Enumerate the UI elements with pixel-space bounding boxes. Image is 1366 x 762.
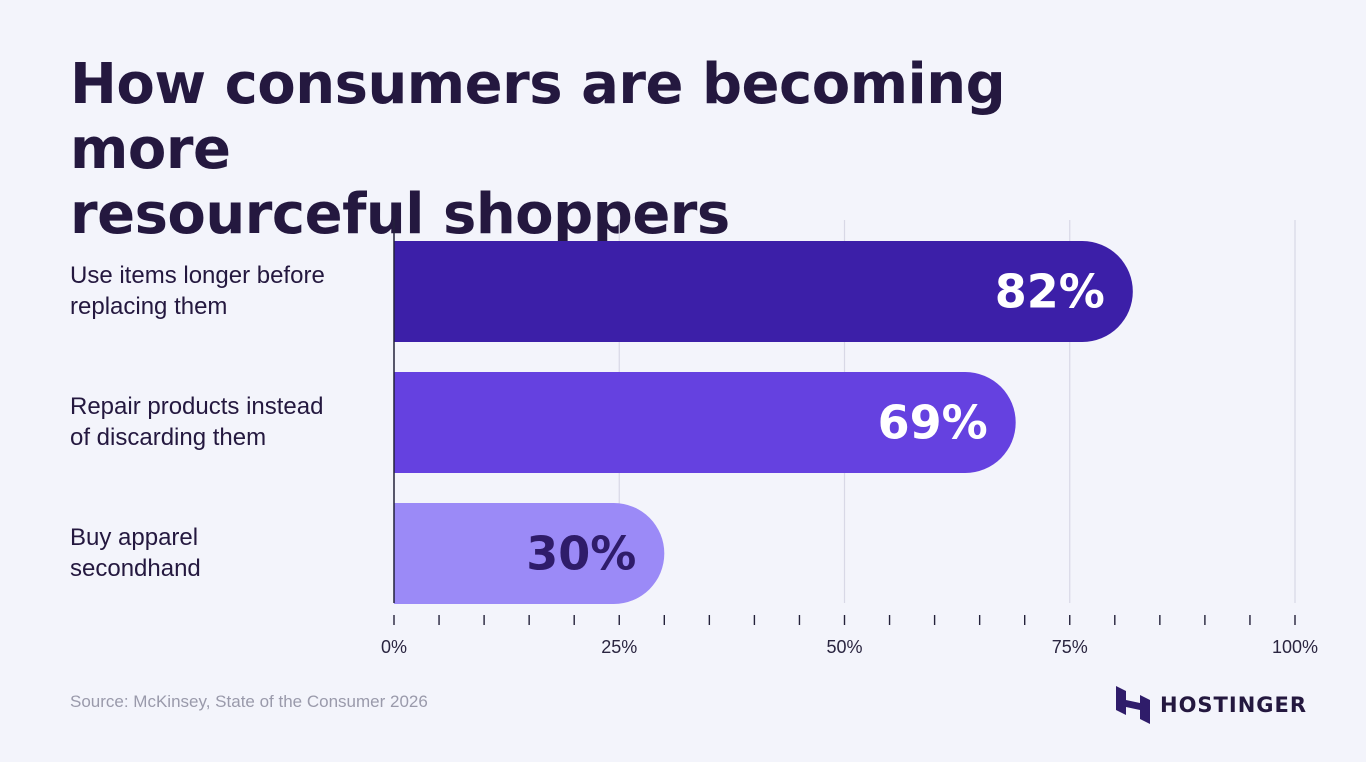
bar-1 (394, 372, 1016, 473)
bar-value-label: 30% (526, 527, 636, 581)
hostinger-logo-icon (1116, 686, 1150, 724)
category-label-line: Use items longer before (70, 262, 325, 289)
x-tick-label: 0% (381, 637, 407, 657)
x-tick-label: 75% (1052, 637, 1088, 657)
chart-title-line-1: How consumers are becoming more (70, 52, 1006, 182)
source-note: Source: McKinsey, State of the Consumer … (70, 692, 428, 711)
bar-0 (394, 241, 1133, 342)
bar-value-label: 69% (878, 396, 988, 450)
x-tick-label: 50% (826, 637, 862, 657)
x-tick-label: 25% (601, 637, 637, 657)
x-tick-label: 100% (1272, 637, 1318, 657)
chart-title: How consumers are becoming more resource… (70, 52, 1170, 247)
category-label-line: replacing them (70, 293, 227, 320)
chart-title-line-2: resourceful shoppers (70, 182, 730, 247)
category-label-line: Repair products instead (70, 393, 323, 420)
category-label-line: secondhand (70, 555, 201, 582)
category-label-line: of discarding them (70, 424, 266, 451)
category-label-line: Buy apparel (70, 524, 198, 551)
brand-name: HOSTINGER (1160, 693, 1308, 717)
bar-value-label: 82% (995, 265, 1105, 319)
brand-logo: HOSTINGER (1116, 686, 1307, 724)
bar-2 (394, 503, 665, 604)
